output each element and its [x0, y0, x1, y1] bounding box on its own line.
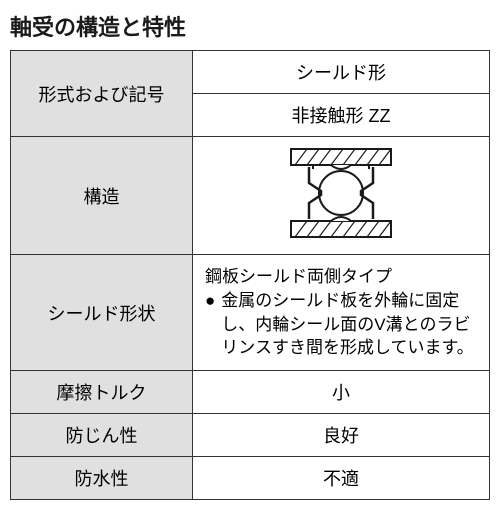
shield-shape-label: シールド形状 [11, 255, 193, 371]
friction-value: 小 [193, 371, 490, 414]
table-row: 防水性 不適 [11, 457, 490, 500]
structure-diagram-cell [193, 137, 490, 255]
bearing-cross-section-icon [281, 143, 401, 243]
structure-label: 構造 [11, 137, 193, 255]
spec-table: 形式および記号 シールド形 非接触形 ZZ 構造 [10, 50, 490, 500]
page-title: 軸受の構造と特性 [10, 10, 490, 42]
water-value: 不適 [193, 457, 490, 500]
shield-shape-heading: 鋼板シールド両側タイプ [205, 265, 477, 289]
table-row: 形式および記号 シールド形 [11, 51, 490, 94]
contact-type-value: 非接触形 ZZ [193, 94, 490, 137]
table-row: 防じん性 良好 [11, 414, 490, 457]
table-row: シールド形状 鋼板シールド両側タイプ ● 金属のシールド板を外輪に固定し、内輪シ… [11, 255, 490, 371]
dust-value: 良好 [193, 414, 490, 457]
shield-shape-description: 鋼板シールド両側タイプ ● 金属のシールド板を外輪に固定し、内輪シール面のV溝と… [193, 255, 490, 371]
dust-label: 防じん性 [11, 414, 193, 457]
table-row: 摩擦トルク 小 [11, 371, 490, 414]
format-label: 形式および記号 [11, 51, 193, 137]
table-row: 構造 [11, 137, 490, 255]
water-label: 防水性 [11, 457, 193, 500]
shield-type-value: シールド形 [193, 51, 490, 94]
friction-label: 摩擦トルク [11, 371, 193, 414]
bullet-icon: ● [205, 289, 215, 313]
shield-shape-bullet-text: 金属のシールド板を外輪に固定し、内輪シール面のV溝とのラビリンスすき間を形成して… [221, 289, 477, 360]
